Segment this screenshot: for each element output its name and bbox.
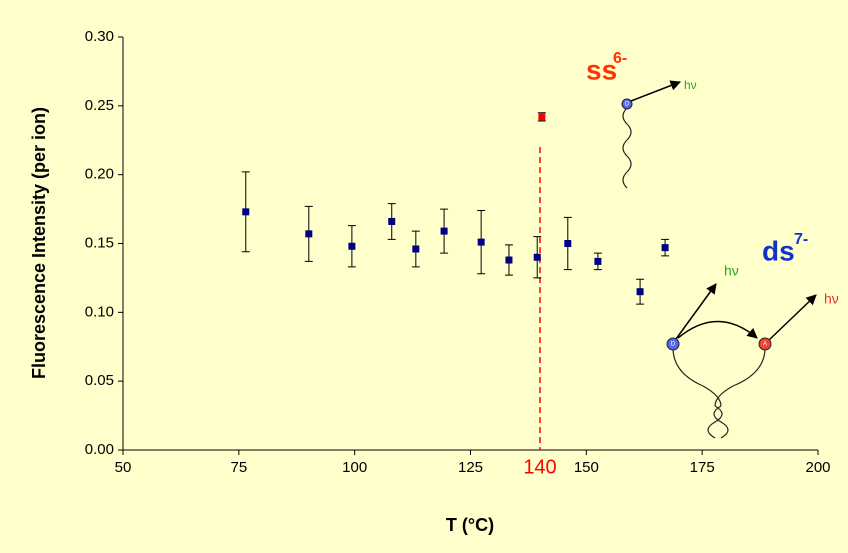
fret-arrow (677, 320, 758, 339)
y-tick-label: 0.20 (85, 166, 114, 183)
point (412, 245, 420, 253)
y-tick-label: 0.00 (85, 441, 114, 458)
ds-charge: 7- (794, 231, 808, 248)
point (305, 230, 313, 238)
ds-donor (666, 337, 680, 351)
ds-helix (707, 405, 729, 439)
threshold-label: 140 (523, 456, 556, 478)
y-tick-label: 0.30 (85, 28, 114, 45)
ds-arms (672, 347, 766, 407)
x-tick-label: 125 (458, 459, 483, 476)
y-tick-label: 0.05 (85, 372, 114, 389)
ss-arrow (630, 80, 681, 102)
acceptor-arrow (768, 294, 817, 341)
point (661, 244, 669, 252)
x-tick-label: 200 (805, 459, 830, 476)
point (594, 257, 602, 265)
x-tick-label: 75 (230, 459, 247, 476)
point (440, 227, 448, 235)
point (564, 240, 572, 247)
point (477, 238, 485, 246)
ss-strand (622, 107, 632, 189)
point (505, 256, 513, 264)
point (348, 242, 356, 250)
ss-donor (621, 98, 633, 110)
y-axis-label: Fluorescence Intensity (per ion) (29, 107, 49, 379)
ss-hv: hν (684, 78, 697, 92)
point (533, 253, 541, 261)
y-tick-label: 0.15 (85, 234, 114, 251)
x-tick-label: 150 (574, 459, 599, 476)
x-axis-label: T (°C) (446, 515, 494, 535)
y-tick-label: 0.10 (85, 303, 114, 320)
ds-acceptor (758, 337, 772, 351)
ds-acceptor-label: A (763, 342, 767, 348)
x-tick-label: 100 (342, 459, 367, 476)
ds-acceptor-hv: hν (824, 291, 839, 307)
point (636, 288, 644, 296)
x-tick-label: 175 (690, 459, 715, 476)
point (538, 113, 546, 121)
ds-donor-hv: hν (724, 263, 739, 279)
ds-label: ds (762, 235, 795, 266)
point (242, 208, 250, 216)
donor-arrow (675, 283, 717, 340)
point (388, 217, 396, 225)
ss-charge: 6- (613, 50, 627, 67)
ds-donor-label: D (671, 342, 676, 348)
ss-label: ss (586, 54, 617, 85)
ss-donor-label: D (625, 102, 630, 108)
y-tick-label: 0.25 (85, 97, 114, 114)
x-tick-label: 50 (115, 459, 132, 476)
